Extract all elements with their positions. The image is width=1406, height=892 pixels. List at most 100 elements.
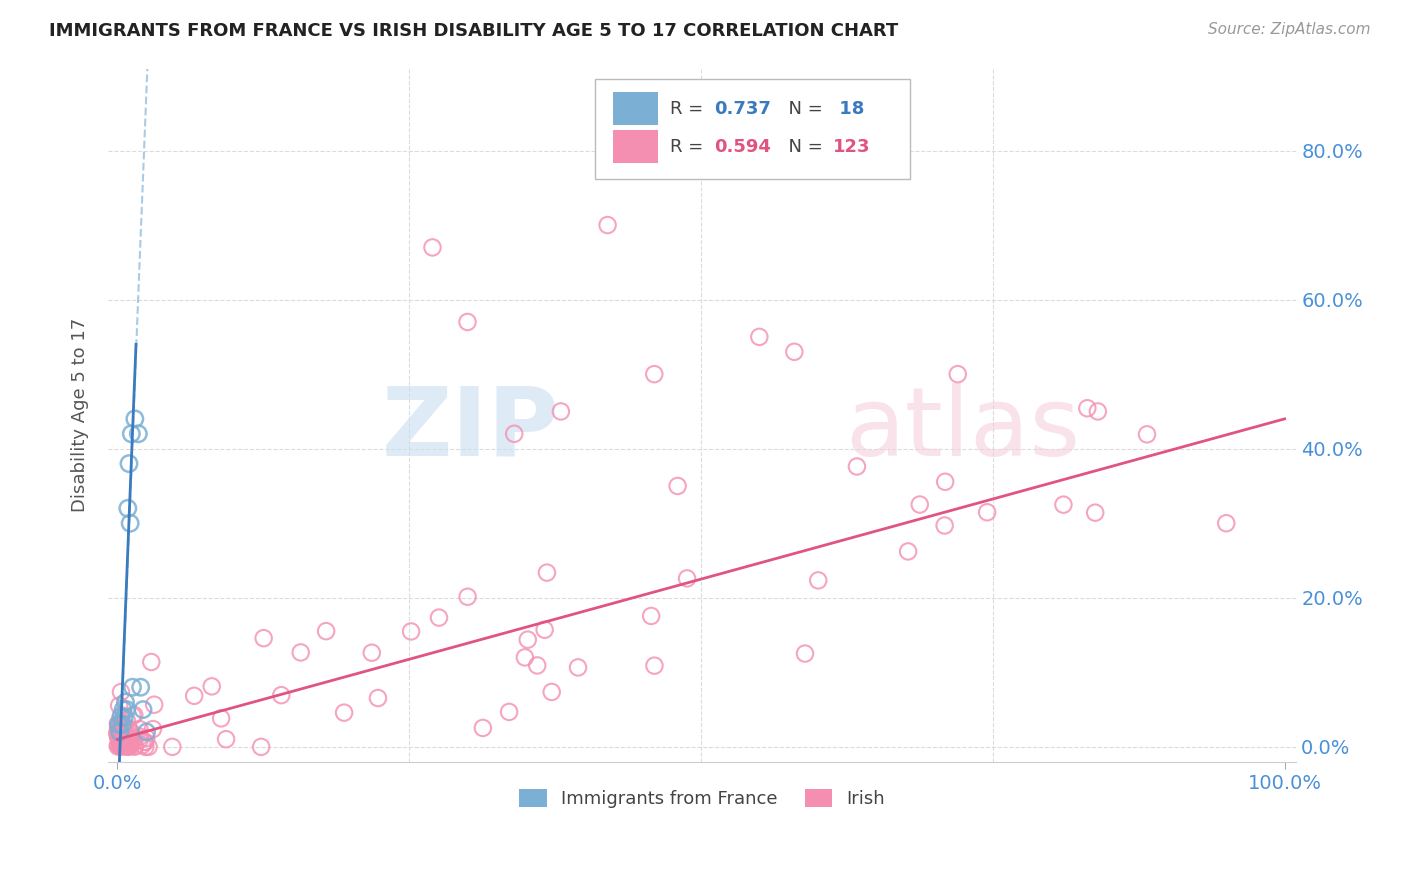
- Point: [124, 412, 146, 426]
- Point: [117, 722, 139, 736]
- Point: [540, 685, 562, 699]
- Point: [111, 739, 134, 754]
- Point: [108, 732, 131, 747]
- Point: [640, 609, 662, 624]
- Point: [567, 660, 589, 674]
- Point: [471, 721, 494, 735]
- Point: [209, 711, 232, 725]
- Text: N =: N =: [778, 100, 828, 118]
- Point: [110, 736, 132, 750]
- Point: [183, 689, 205, 703]
- Point: [118, 457, 141, 471]
- Point: [112, 738, 135, 752]
- Point: [643, 658, 665, 673]
- Point: [131, 738, 153, 752]
- Point: [367, 691, 389, 706]
- Point: [783, 344, 806, 359]
- Point: [422, 240, 444, 254]
- Point: [110, 710, 132, 724]
- Point: [934, 475, 956, 489]
- Point: [666, 479, 689, 493]
- Point: [138, 739, 160, 754]
- Text: R =: R =: [671, 100, 709, 118]
- Point: [117, 739, 139, 754]
- Point: [112, 710, 135, 724]
- Point: [111, 725, 134, 739]
- Point: [457, 315, 479, 329]
- Point: [107, 719, 129, 733]
- Point: [1136, 427, 1159, 442]
- Point: [120, 426, 142, 441]
- Point: [107, 723, 129, 737]
- Point: [1076, 401, 1098, 416]
- Point: [807, 574, 830, 588]
- Point: [135, 731, 157, 745]
- Point: [1087, 404, 1109, 418]
- Point: [117, 722, 139, 736]
- Point: [112, 727, 135, 741]
- Point: [135, 725, 157, 739]
- Point: [129, 680, 152, 694]
- Point: [141, 655, 163, 669]
- Point: [118, 739, 141, 754]
- Point: [105, 725, 128, 739]
- Point: [516, 632, 538, 647]
- Point: [142, 722, 165, 736]
- Point: [253, 631, 276, 645]
- Point: [536, 566, 558, 580]
- Point: [526, 658, 548, 673]
- Point: [112, 733, 135, 747]
- Point: [290, 645, 312, 659]
- Point: [108, 722, 131, 736]
- Point: [114, 733, 136, 747]
- Point: [427, 610, 450, 624]
- Point: [111, 723, 134, 737]
- Point: [1215, 516, 1237, 531]
- Point: [112, 735, 135, 749]
- Point: [115, 739, 138, 753]
- Point: [115, 713, 138, 727]
- Point: [112, 733, 135, 747]
- Point: [111, 731, 134, 746]
- Point: [134, 735, 156, 749]
- Bar: [613, 130, 658, 163]
- Bar: [613, 92, 658, 126]
- Point: [143, 698, 166, 712]
- Point: [498, 705, 520, 719]
- Point: [110, 739, 132, 753]
- Point: [976, 505, 998, 519]
- Point: [108, 721, 131, 735]
- Point: [121, 708, 143, 723]
- Text: Source: ZipAtlas.com: Source: ZipAtlas.com: [1208, 22, 1371, 37]
- Point: [112, 738, 135, 752]
- Point: [117, 501, 139, 516]
- Point: [115, 703, 138, 717]
- Point: [111, 716, 134, 731]
- Text: 18: 18: [832, 100, 865, 118]
- Point: [110, 737, 132, 751]
- Point: [114, 695, 136, 709]
- Point: [128, 730, 150, 744]
- Point: [110, 736, 132, 750]
- Point: [111, 733, 134, 747]
- Point: [111, 737, 134, 751]
- Point: [162, 739, 184, 754]
- Point: [108, 739, 131, 754]
- Point: [457, 590, 479, 604]
- Point: [117, 738, 139, 752]
- Point: [333, 706, 356, 720]
- Point: [830, 136, 852, 150]
- Point: [1052, 498, 1074, 512]
- Point: [596, 218, 619, 232]
- Text: 0.594: 0.594: [714, 138, 770, 156]
- Point: [118, 738, 141, 752]
- Point: [110, 737, 132, 751]
- Point: [128, 732, 150, 747]
- Point: [107, 738, 129, 752]
- Point: [111, 731, 134, 746]
- Point: [120, 723, 142, 738]
- Point: [112, 733, 135, 747]
- Point: [794, 647, 817, 661]
- Point: [513, 650, 536, 665]
- Point: [120, 516, 142, 531]
